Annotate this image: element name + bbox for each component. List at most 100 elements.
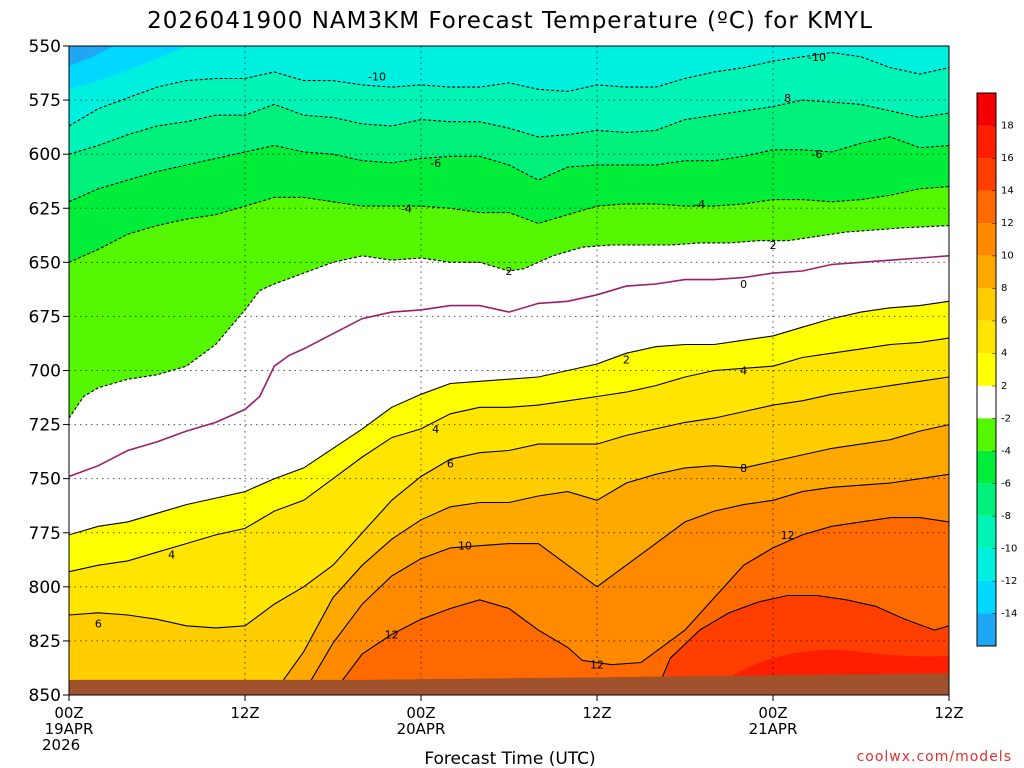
isotherm-label: 2 — [506, 265, 513, 278]
x-tick-label: 12Z — [230, 704, 259, 722]
isotherm--6 — [69, 136, 949, 203]
isotherm-6 — [69, 376, 949, 629]
colorbar-swatch — [977, 418, 996, 451]
isotherm-4 — [69, 337, 949, 573]
isotherm-label: 10 — [458, 540, 472, 553]
colorbar-label: -10 — [1001, 543, 1017, 554]
colorbar-swatch — [977, 613, 996, 646]
colorbar-label: 18 — [1001, 121, 1014, 132]
y-axis: 550 575 600 625 650 675 700 725 750 775 800 825 850 — [29, 37, 69, 706]
isotherm-label: 2 — [770, 239, 777, 252]
y-tick-label: 850 — [29, 686, 61, 706]
colorbar-swatch — [977, 483, 996, 516]
x-tick-label: 12Z — [934, 704, 963, 722]
colorbar-label: -8 — [1001, 511, 1011, 522]
plot-gridlines — [69, 46, 949, 695]
y-tick-label: 550 — [29, 37, 61, 57]
x-tick-label: 00Z — [406, 704, 435, 722]
isotherm-12 — [332, 517, 949, 694]
colorbar-swatch — [977, 125, 996, 159]
colorbar-label: 14 — [1001, 186, 1014, 197]
colorbar-label: 2 — [1001, 381, 1007, 392]
colorbar-frame — [976, 92, 997, 647]
isotherm-label: 4 — [168, 548, 175, 561]
colorbar-label: -12 — [1001, 576, 1017, 587]
isotherm-8 — [273, 424, 949, 694]
isotherm-label: 8 — [740, 462, 747, 475]
colorbar-swatch — [977, 548, 996, 581]
colorbar-label: -6 — [1001, 478, 1011, 489]
colorbar-label: -4 — [1001, 446, 1011, 457]
isotherm-label: 4 — [740, 365, 747, 378]
isotherm--8 — [69, 99, 949, 155]
isotherm-label: 6 — [447, 458, 454, 471]
credit-link[interactable]: coolwx.com/models — [857, 749, 1012, 765]
isotherm-label: -6 — [430, 157, 441, 170]
isotherm-labels: -10 -10 8 -6 -6 -4 -4 2 2 0 2 4 4 4 6 6 8 10 12 12 12 — [95, 51, 826, 672]
isotherm--10 — [69, 51, 949, 127]
colorbar-swatch — [977, 288, 996, 321]
ground-surface — [69, 673, 949, 695]
isotherm--4 — [69, 186, 949, 263]
x-tick-label: 00Z — [54, 704, 83, 722]
y-tick-label: 750 — [29, 470, 61, 490]
isotherm-label: -10 — [808, 51, 826, 64]
y-tick-label: 650 — [29, 253, 61, 273]
isotherm-label: 8 — [784, 92, 791, 105]
isotherm-label: 12 — [385, 628, 399, 641]
colorbar-swatch — [977, 190, 996, 224]
x-tick-label: 20APR — [397, 720, 446, 738]
colorbar-swatch — [977, 223, 996, 256]
y-tick-label: 825 — [29, 632, 61, 652]
colorbar-swatch — [977, 320, 996, 354]
x-tick-label: 12Z — [582, 704, 611, 722]
isotherm-0 — [69, 255, 949, 478]
colorbar-label: 10 — [1001, 251, 1014, 262]
temperature-fill-bands — [69, 46, 949, 695]
isotherm-14 — [655, 594, 949, 694]
colorbar-label: 12 — [1001, 218, 1014, 229]
isotherm-label: 12 — [781, 529, 795, 542]
isotherm-label: 2 — [623, 354, 630, 367]
x-axis-label: Forecast Time (UTC) — [424, 749, 595, 768]
y-tick-label: 800 — [29, 578, 61, 598]
colorbar-label: 4 — [1001, 348, 1007, 359]
isotherm-label: 12 — [590, 659, 604, 672]
x-tick-label: 00Z — [758, 704, 787, 722]
y-tick-label: 700 — [29, 362, 61, 382]
colorbar-label: -2 — [1001, 413, 1011, 424]
colorbar-label: 8 — [1001, 283, 1007, 294]
x-tick-label: 19APR — [45, 720, 94, 738]
color-scale-legend: -14 -12 -10 -8 -6 -4 -2 2 4 6 8 10 12 14 16 18 — [976, 92, 1017, 647]
colorbar-swatch — [977, 158, 996, 191]
y-tick-label: 600 — [29, 145, 61, 165]
isotherm-label: -6 — [812, 148, 823, 161]
colorbar-swatch — [977, 385, 996, 419]
x-tick-label: 2026 — [42, 736, 80, 754]
fill-band-minus14 — [69, 46, 113, 66]
chart-title: 2026041900 NAM3KM Forecast Temperature (… — [147, 8, 873, 34]
isotherm-10 — [303, 473, 949, 694]
isotherm-label: -4 — [401, 202, 412, 215]
y-tick-label: 725 — [29, 416, 61, 436]
colorbar-swatch — [977, 580, 996, 614]
ground-fill — [69, 673, 949, 695]
isotherm-label: 4 — [432, 423, 439, 436]
y-tick-label: 575 — [29, 91, 61, 111]
isotherm--2 — [69, 225, 949, 419]
isotherm-contours — [69, 51, 949, 694]
isotherm-label: 6 — [95, 618, 102, 631]
colorbar-label: -14 — [1001, 608, 1017, 619]
colorbar-swatch — [977, 450, 996, 484]
isotherm-2 — [69, 300, 949, 536]
colorbar-swatch — [977, 353, 996, 386]
isotherm-label: -4 — [694, 198, 705, 211]
y-tick-label: 775 — [29, 524, 61, 544]
colorbar-swatch — [977, 93, 996, 126]
y-tick-label: 675 — [29, 307, 61, 327]
isotherm-label: 0 — [740, 278, 747, 291]
y-tick-label: 625 — [29, 199, 61, 219]
colorbar-swatch — [977, 515, 996, 549]
